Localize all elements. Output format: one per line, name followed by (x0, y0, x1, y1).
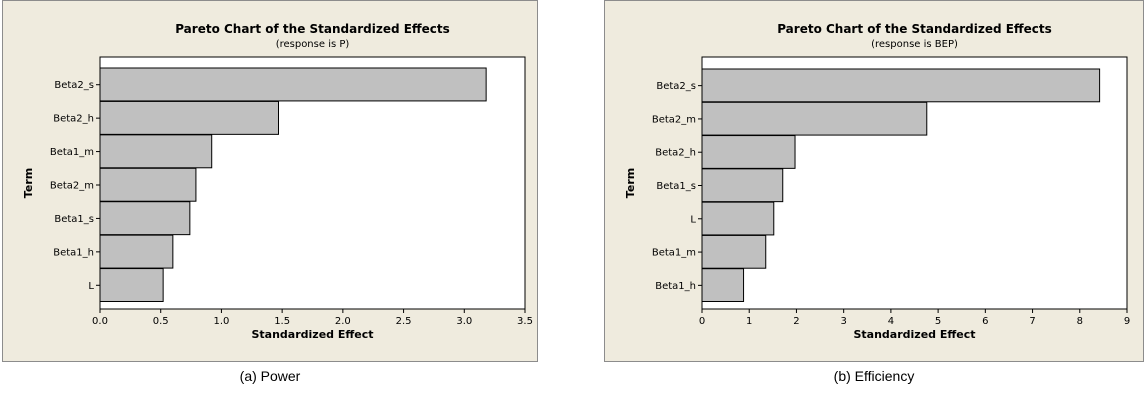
chart-title: Pareto Chart of the Standardized Effects (777, 22, 1052, 36)
y-tick-label: Beta2_m (652, 114, 696, 125)
x-tick-label: 2.5 (396, 316, 412, 327)
y-tick-label: Beta1_m (652, 248, 696, 259)
x-tick-label: 6 (982, 316, 988, 327)
bar-l (701, 201, 775, 236)
y-tick-label: Beta2_m (50, 181, 94, 192)
x-tick-label: 4 (888, 316, 894, 327)
chart-panel-power: Pareto Chart of the Standardized Effects… (2, 0, 538, 397)
bar-beta2-m (99, 167, 197, 202)
bar-beta1-m (99, 134, 213, 169)
x-tick-label: 9 (1124, 316, 1130, 327)
x-axis-label: Standardized Effect (251, 328, 373, 341)
y-axis-label: Term (624, 168, 637, 198)
bar-beta2-m (701, 101, 928, 136)
y-tick-label: Beta1_m (50, 147, 94, 158)
y-tick-label: Beta1_h (53, 247, 94, 258)
bar-beta2-h (701, 135, 796, 169)
bar-beta1-m (701, 234, 767, 269)
chart-subtitle: (response is P) (276, 39, 350, 50)
y-tick-label: Beta1_s (54, 214, 94, 225)
pareto-chart-efficiency: Pareto Chart of the Standardized Effects… (604, 0, 1144, 362)
y-tick-label: Beta1_s (656, 181, 696, 192)
x-tick-label: 3 (840, 316, 846, 327)
x-tick-label: 2.0 (335, 316, 351, 327)
chart-panel-efficiency: Pareto Chart of the Standardized Effects… (604, 0, 1144, 397)
x-axis-label: Standardized Effect (853, 328, 975, 341)
x-tick-label: 0.5 (153, 316, 169, 327)
x-tick-label: 7 (1029, 316, 1035, 327)
x-tick-label: 3.5 (517, 316, 533, 327)
pareto-chart-power: Pareto Chart of the Standardized Effects… (2, 0, 538, 362)
x-tick-label: 0.0 (92, 316, 108, 327)
bar-beta1-h (701, 268, 745, 303)
bar-l (99, 268, 164, 303)
bar-beta1-s (701, 168, 784, 203)
x-tick-label: 1 (746, 316, 752, 327)
y-tick-label: Beta2_s (656, 81, 696, 92)
bar-beta2-h (99, 100, 279, 135)
x-tick-label: 3.0 (456, 316, 472, 327)
x-tick-label: 1.0 (213, 316, 229, 327)
y-tick-label: Beta1_h (655, 281, 696, 292)
x-tick-label: 1.5 (274, 316, 290, 327)
x-tick-label: 0 (699, 316, 705, 327)
y-tick-label: Beta2_s (54, 80, 94, 91)
bar-beta2-s (701, 68, 1101, 103)
chart-subtitle: (response is BEP) (871, 39, 958, 50)
y-tick-label: Beta2_h (53, 114, 94, 125)
chart-title: Pareto Chart of the Standardized Effects (175, 22, 450, 36)
caption-efficiency: (b) Efficiency (833, 368, 915, 384)
y-axis-label: Term (22, 168, 35, 198)
x-tick-label: 2 (793, 316, 799, 327)
x-tick-label: 8 (1077, 316, 1083, 327)
bar-beta2-s (99, 67, 487, 102)
y-tick-label: L (690, 214, 696, 225)
y-tick-label: Beta2_h (655, 148, 696, 159)
bar-beta1-h (99, 234, 174, 269)
bar-beta1-s (99, 201, 191, 236)
y-tick-label: L (88, 281, 94, 292)
x-tick-label: 5 (935, 316, 941, 327)
caption-power: (a) Power (239, 368, 301, 384)
